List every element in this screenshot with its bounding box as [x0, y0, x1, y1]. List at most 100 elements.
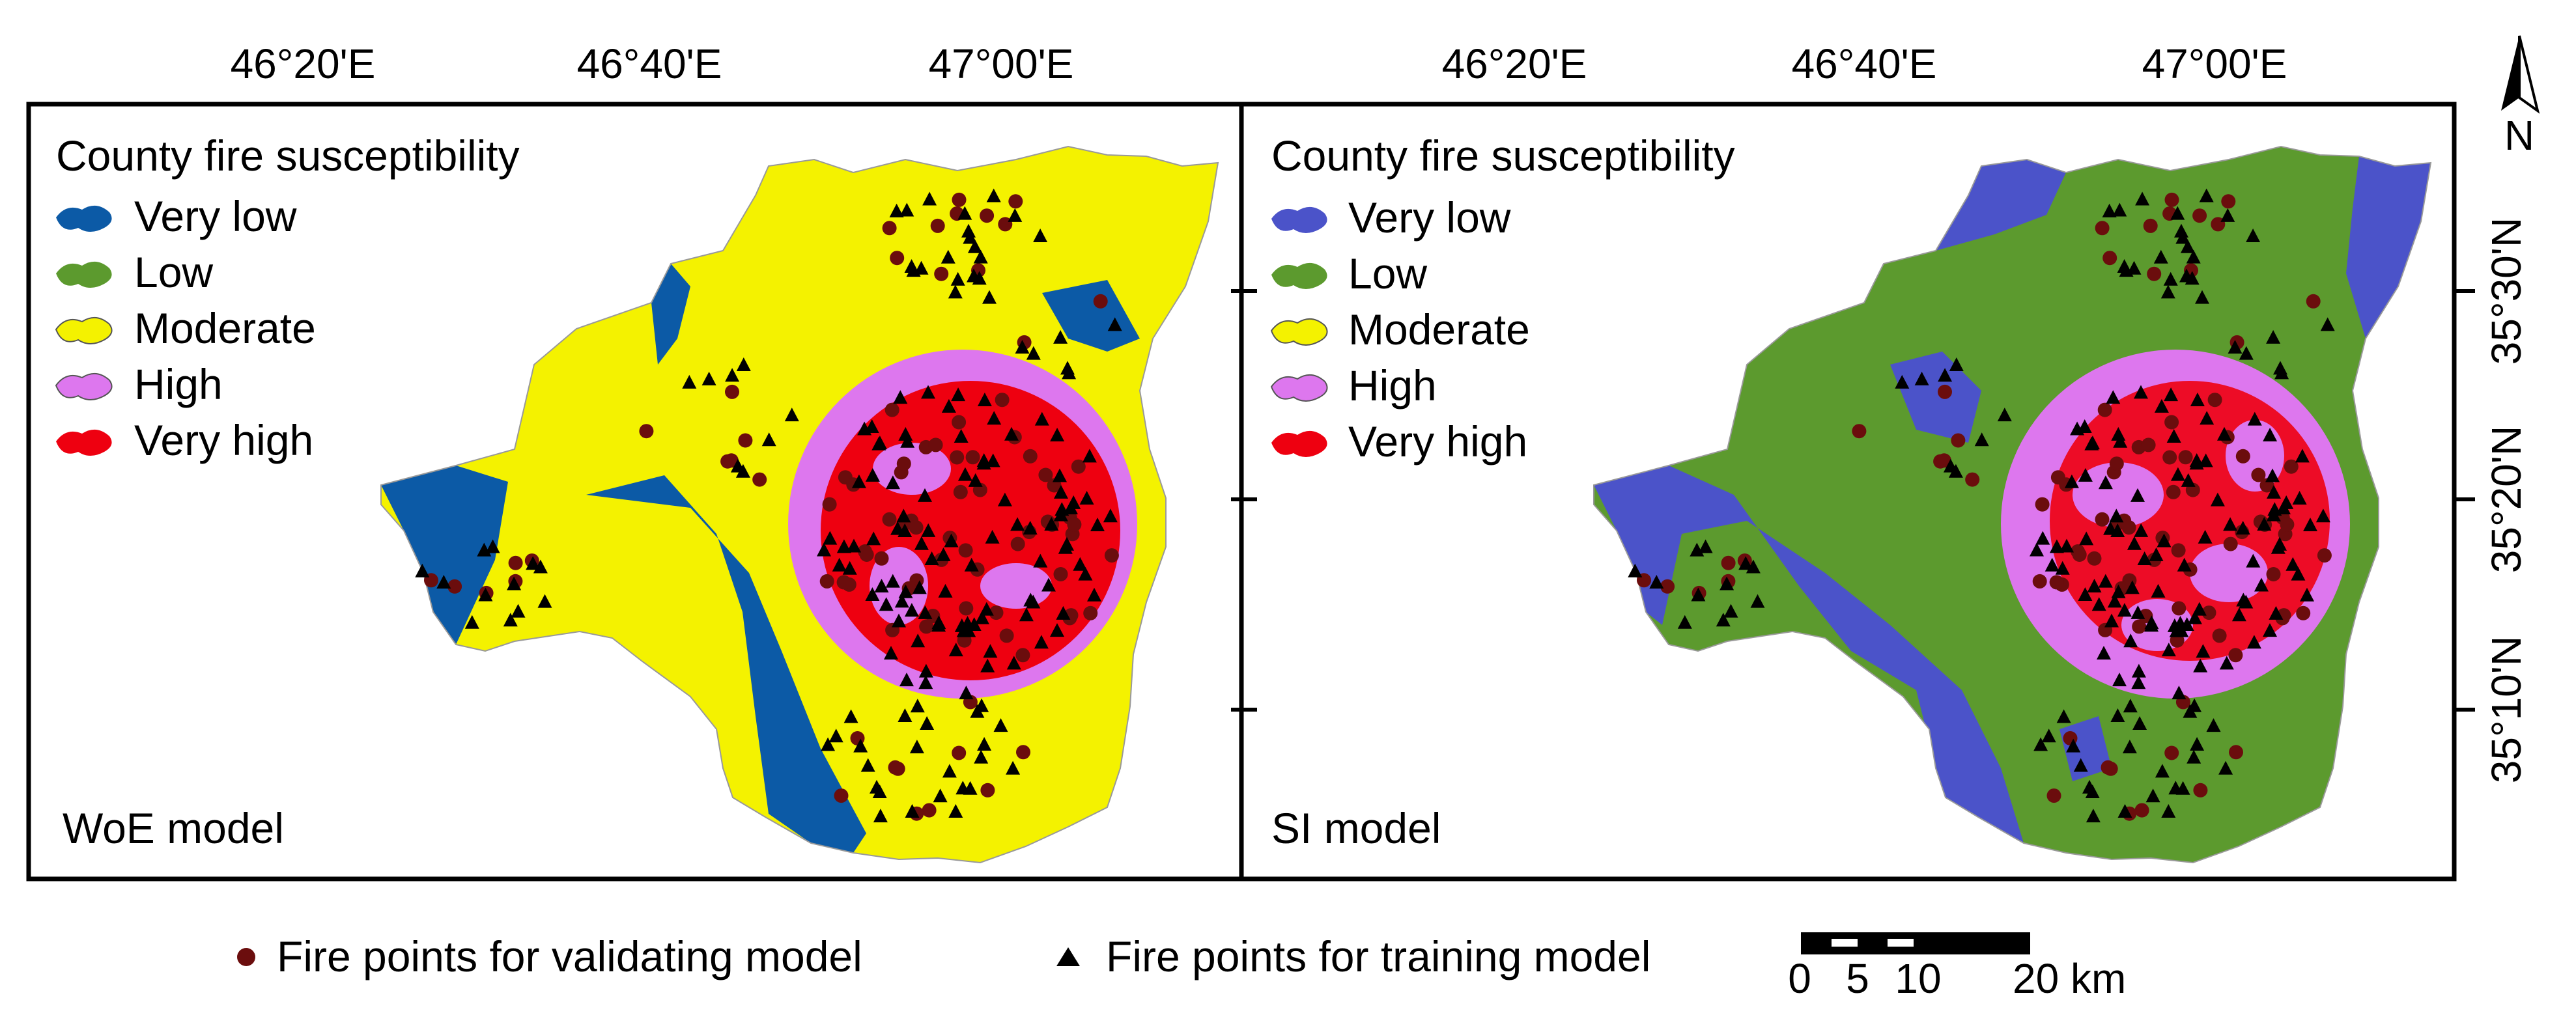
training-point: [507, 576, 522, 590]
validation-point: [958, 543, 973, 558]
lon-label: 46°20'E: [1442, 40, 1587, 87]
legend-swatch-icon: [56, 429, 112, 456]
training-point: [1677, 615, 1692, 629]
training-point: [2166, 429, 2181, 443]
si-legend-label-low: Low: [1348, 249, 1427, 298]
training-point: [2172, 686, 2187, 700]
training-point: [2117, 804, 2132, 818]
training-point: [1750, 594, 1765, 608]
training-point: [1949, 357, 1964, 371]
training-point: [957, 467, 972, 481]
training-point: [537, 594, 552, 608]
training-point: [1738, 556, 1753, 570]
training-point: [2104, 613, 2119, 628]
training-point: [2066, 738, 2081, 753]
training-point: [2223, 517, 2238, 531]
training-point: [870, 779, 884, 794]
training-point: [2263, 428, 2278, 441]
training-point: [2113, 434, 2128, 448]
validation-point: [1938, 384, 1952, 399]
training-point: [1691, 587, 1706, 602]
validation-point: [2132, 619, 2147, 634]
training-point: [2303, 518, 2317, 531]
si-legend-high: High: [1270, 361, 1437, 410]
training-point: [918, 488, 932, 502]
training-point: [957, 206, 972, 220]
training-point: [2170, 467, 2185, 481]
training-point: [436, 575, 451, 589]
validation-point: [1951, 433, 1966, 448]
woe-legend-very-high: Very high: [56, 416, 313, 464]
validation-point: [2164, 745, 2179, 760]
training-point: [941, 249, 955, 264]
woe-legend-high: High: [55, 360, 223, 408]
training-point: [1050, 623, 1064, 637]
training-point: [1053, 507, 1068, 521]
training-point: [1033, 229, 1048, 242]
woe-legend-label-low: Low: [134, 248, 213, 296]
training-point: [1997, 408, 2012, 422]
validation-point: [965, 450, 980, 465]
scale-label-0: 0: [1788, 955, 1811, 1002]
training-point: [2231, 607, 2246, 622]
training-point: [1103, 508, 1118, 523]
training-point: [2174, 223, 2188, 238]
training-point: [970, 704, 985, 718]
training-point: [865, 587, 880, 601]
training-point: [2123, 633, 2138, 648]
training-point: [2271, 540, 2286, 554]
woe-legend-title: County fire susceptibility: [56, 132, 520, 180]
training-point: [2192, 602, 2207, 616]
training-point: [2064, 474, 2079, 488]
training-point: [2320, 317, 2335, 331]
training-point: [725, 368, 740, 382]
training-point: [2180, 239, 2195, 253]
training-point: [2199, 188, 2214, 202]
training-point: [911, 633, 926, 648]
longitude-labels-right: 46°20'E 46°40'E 47°00'E: [1442, 40, 2287, 87]
latitude-labels: 35°30'N 35°20'N 35°10'N: [2483, 217, 2530, 783]
training-point: [2106, 390, 2121, 404]
legend-swatch-icon: [1270, 318, 1328, 346]
training-point: [2130, 488, 2145, 502]
validation-point: [2178, 450, 2193, 465]
validation-point: [822, 497, 837, 512]
training-point: [2187, 610, 2202, 624]
training-point: [1026, 346, 1041, 360]
training-point: [526, 556, 541, 570]
training-point: [2190, 393, 2205, 406]
training-point: [2177, 557, 2192, 572]
validation-point: [2201, 605, 2216, 620]
training-point: [2266, 507, 2281, 521]
training-point: [1723, 604, 1738, 618]
validation-point: [2284, 459, 2299, 474]
training-point: [2098, 574, 2113, 588]
training-point: [1033, 553, 1048, 568]
validation-point: [2235, 449, 2250, 464]
training-point: [2078, 467, 2093, 482]
validation-point: [2141, 438, 2156, 452]
training-point: [2087, 579, 2102, 592]
training-point: [2179, 268, 2194, 283]
training-point: [1628, 563, 1643, 577]
training-point: [2132, 716, 2147, 730]
training-point: [2079, 531, 2094, 546]
training-point: [1938, 368, 1953, 382]
training-point: [894, 594, 909, 608]
validation-point: [2049, 575, 2064, 590]
training-point: [821, 737, 836, 751]
legend-swatch-icon: [56, 261, 112, 288]
training-point: [2266, 329, 2281, 344]
training-point: [942, 764, 957, 778]
validation-point: [738, 433, 753, 448]
validation-point: [724, 453, 739, 468]
training-point: [2056, 709, 2071, 723]
training-point: [832, 557, 847, 572]
training-point: [1054, 484, 1068, 499]
training-point: [924, 551, 939, 565]
training-point: [2190, 737, 2205, 751]
si-legend-label-high: High: [1348, 361, 1437, 410]
training-point: [1720, 576, 1734, 590]
training-point: [2111, 584, 2126, 598]
